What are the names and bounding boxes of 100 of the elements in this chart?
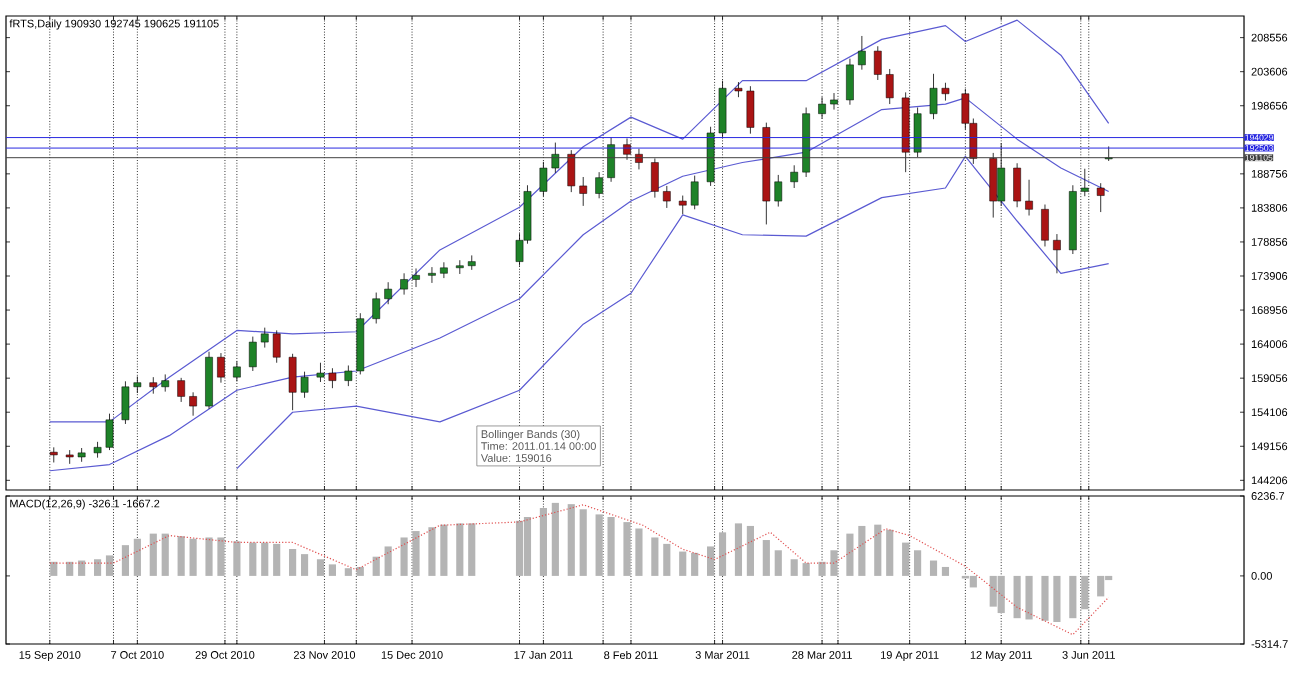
bar xyxy=(997,575,1005,614)
candlestick xyxy=(372,292,381,324)
bar xyxy=(734,523,743,576)
bar xyxy=(774,550,782,576)
bar xyxy=(691,552,699,576)
bar xyxy=(679,551,687,576)
candlestick xyxy=(1013,162,1021,208)
candlestick xyxy=(858,35,866,71)
bar xyxy=(78,560,86,576)
bar xyxy=(1053,575,1061,623)
candlestick xyxy=(440,261,448,279)
candlestick xyxy=(400,272,408,296)
bar xyxy=(273,543,281,576)
candlestick xyxy=(412,268,420,288)
bar xyxy=(372,556,380,576)
bar xyxy=(941,566,950,576)
bar xyxy=(189,538,197,576)
bar xyxy=(718,532,727,576)
candlestick xyxy=(189,391,197,417)
bar xyxy=(579,509,587,576)
bar xyxy=(149,533,157,576)
bar xyxy=(412,531,420,576)
bar xyxy=(1013,575,1021,619)
bar xyxy=(249,542,257,576)
candlestick xyxy=(1041,204,1049,247)
candlestick xyxy=(830,92,838,110)
bar xyxy=(468,523,476,576)
candlestick xyxy=(233,360,241,382)
candlestick xyxy=(248,336,257,372)
bar xyxy=(886,529,894,576)
bar xyxy=(456,523,464,576)
bar xyxy=(623,522,631,576)
bar xyxy=(846,533,854,576)
candlestick xyxy=(1096,182,1105,213)
bar xyxy=(289,549,297,576)
bar xyxy=(790,559,798,576)
candlestick xyxy=(595,171,603,199)
candlestick xyxy=(455,259,464,275)
bar xyxy=(651,537,659,576)
bar xyxy=(50,561,58,576)
bar xyxy=(1025,575,1033,620)
bar xyxy=(300,554,309,576)
bar xyxy=(428,527,436,576)
bar xyxy=(902,542,910,576)
bar xyxy=(635,528,643,576)
bar xyxy=(746,525,754,576)
bar xyxy=(205,537,213,576)
bar xyxy=(595,514,603,576)
bar xyxy=(316,559,325,576)
bar xyxy=(802,563,810,576)
bar xyxy=(66,561,74,576)
bar xyxy=(707,546,715,576)
bar xyxy=(551,502,559,576)
candlestick xyxy=(989,152,998,218)
candlestick xyxy=(384,281,392,305)
bar xyxy=(830,550,838,576)
bar xyxy=(969,575,977,588)
bar xyxy=(1081,575,1089,610)
candlestick xyxy=(997,142,1006,207)
bar xyxy=(384,546,392,576)
candlestick xyxy=(1053,233,1061,274)
bar xyxy=(344,568,352,576)
bar xyxy=(1041,575,1049,621)
bar xyxy=(515,520,524,576)
bar xyxy=(818,561,826,576)
bar xyxy=(93,559,102,576)
bar xyxy=(161,533,169,576)
candlestick xyxy=(607,136,615,183)
bar xyxy=(523,516,532,576)
bar xyxy=(874,524,882,576)
candlestick xyxy=(1025,179,1033,216)
bar xyxy=(762,540,770,576)
candlestick xyxy=(428,266,436,284)
bar xyxy=(1069,575,1077,619)
bar xyxy=(663,543,671,576)
bar xyxy=(217,537,225,576)
bar xyxy=(356,566,364,576)
bar xyxy=(105,555,114,576)
bar xyxy=(607,516,615,576)
bar xyxy=(233,541,241,576)
candlestick xyxy=(217,352,225,384)
bar xyxy=(440,524,448,576)
bar xyxy=(1097,575,1105,597)
candlestick xyxy=(846,58,854,106)
line-series xyxy=(236,155,1110,470)
candlestick xyxy=(662,185,671,209)
candlestick xyxy=(651,158,659,199)
bar xyxy=(261,542,269,576)
bar xyxy=(539,508,547,576)
bar xyxy=(914,550,922,576)
bar xyxy=(858,525,866,576)
candlestick xyxy=(177,377,185,403)
bar xyxy=(328,564,337,576)
bar xyxy=(929,560,938,576)
candlestick xyxy=(818,96,826,119)
bar xyxy=(133,538,141,576)
bar xyxy=(400,537,408,576)
bar xyxy=(121,545,130,576)
bar xyxy=(567,504,575,576)
bar xyxy=(989,575,997,607)
